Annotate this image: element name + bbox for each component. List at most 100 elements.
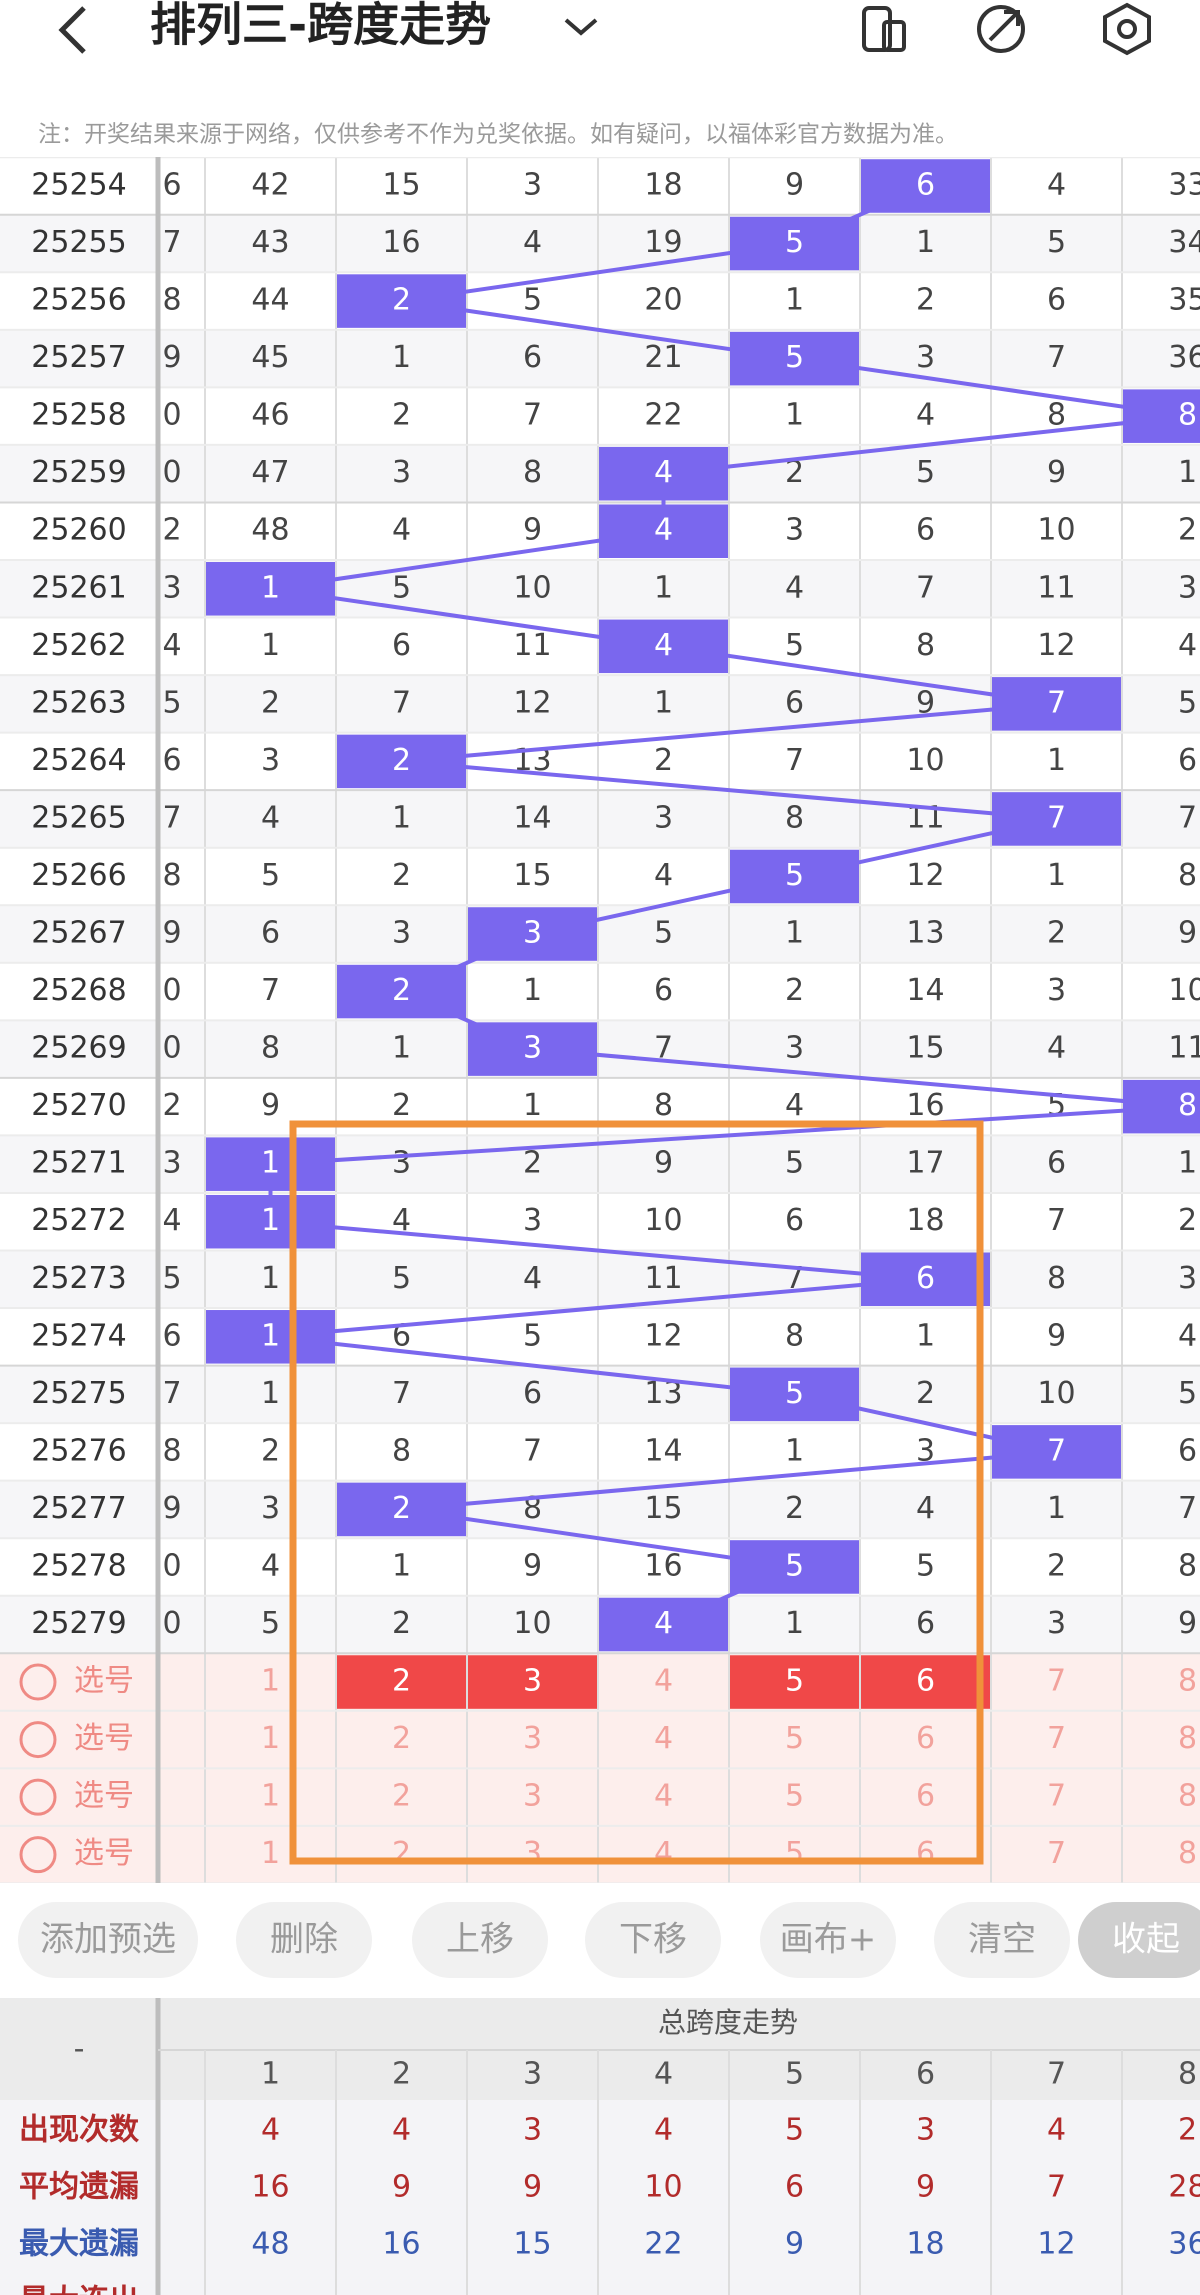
select-radio[interactable] bbox=[19, 1663, 57, 1701]
cell: 8 bbox=[916, 628, 935, 663]
select-label: 选号 bbox=[74, 1664, 134, 1699]
select-cell[interactable]: 3 bbox=[523, 1721, 542, 1756]
select-cell[interactable]: 2 bbox=[392, 1836, 411, 1871]
select-cell[interactable]: 1 bbox=[261, 1836, 280, 1871]
stats-column: 5 bbox=[785, 2057, 804, 2092]
select-cell[interactable]: 4 bbox=[654, 1664, 673, 1699]
select-cell[interactable]: 4 bbox=[654, 1779, 673, 1814]
selected-cell[interactable] bbox=[337, 1655, 466, 1709]
button[interactable]: 画布+ bbox=[780, 1920, 877, 1960]
issue: 25279 bbox=[31, 1606, 126, 1641]
select-cell[interactable]: 8 bbox=[1178, 1664, 1197, 1699]
select-cell[interactable]: 6 bbox=[916, 1836, 935, 1871]
select-cell[interactable]: 3 bbox=[523, 1836, 542, 1871]
select-radio[interactable] bbox=[19, 1721, 57, 1759]
select-cell[interactable]: 8 bbox=[1178, 1836, 1197, 1871]
cell: 16 bbox=[382, 225, 420, 260]
dropdown-icon[interactable] bbox=[564, 18, 598, 36]
select-cell[interactable]: 7 bbox=[1047, 1721, 1066, 1756]
select-cell[interactable]: 6 bbox=[916, 1664, 935, 1699]
select-cell[interactable]: 7 bbox=[1047, 1836, 1066, 1871]
edge-cell: 9 bbox=[162, 916, 181, 951]
selected-cell[interactable] bbox=[468, 1655, 597, 1709]
issue: 25273 bbox=[31, 1261, 126, 1296]
button[interactable]: 上移 bbox=[446, 1920, 514, 1960]
stats-value: 48 bbox=[251, 2227, 289, 2262]
hit-cell bbox=[337, 734, 466, 789]
select-radio[interactable] bbox=[19, 1836, 57, 1874]
select-cell[interactable]: 2 bbox=[392, 1664, 411, 1699]
button[interactable]: 删除 bbox=[270, 1920, 338, 1960]
button[interactable]: 下移 bbox=[619, 1920, 687, 1960]
button[interactable]: 收起 bbox=[1112, 1920, 1180, 1960]
select-cell[interactable]: 8 bbox=[1178, 1721, 1197, 1756]
cell: 11 bbox=[1037, 570, 1075, 605]
select-cell[interactable]: 8 bbox=[1178, 1779, 1197, 1814]
cell: 7 bbox=[654, 1031, 673, 1066]
cell: 1 bbox=[523, 973, 542, 1008]
cell: 42 bbox=[251, 168, 289, 203]
button-bg[interactable] bbox=[236, 1902, 372, 1978]
device-icon[interactable] bbox=[862, 6, 906, 52]
select-cell[interactable]: 7 bbox=[1047, 1664, 1066, 1699]
cell: 13 bbox=[906, 916, 944, 951]
select-cell[interactable]: 5 bbox=[785, 1664, 804, 1699]
button[interactable]: 清空 bbox=[968, 1920, 1036, 1960]
select-cell[interactable]: 2 bbox=[392, 1721, 411, 1756]
select-cell[interactable]: 5 bbox=[785, 1721, 804, 1756]
stats-label: 平均遗漏 bbox=[19, 2170, 139, 2205]
select-cell[interactable]: 3 bbox=[523, 1664, 542, 1699]
cell: 15 bbox=[644, 1491, 682, 1526]
hit-cell bbox=[599, 1597, 728, 1652]
stats-value: 4 bbox=[1047, 2113, 1066, 2148]
edge-cell: 6 bbox=[162, 1318, 181, 1353]
hit-cell bbox=[992, 677, 1121, 731]
button[interactable]: 添加预选 bbox=[40, 1920, 176, 1960]
share-icon[interactable] bbox=[977, 5, 1025, 53]
select-cell[interactable]: 2 bbox=[392, 1779, 411, 1814]
select-row-bg bbox=[0, 1768, 1200, 1826]
hit-number: 5 bbox=[785, 1376, 804, 1411]
cell: 11 bbox=[513, 628, 551, 663]
cell: 4 bbox=[392, 1203, 411, 1238]
select-cell[interactable]: 7 bbox=[1047, 1779, 1066, 1814]
cell: 4 bbox=[785, 570, 804, 605]
select-cell[interactable]: 6 bbox=[916, 1721, 935, 1756]
cell: 3 bbox=[1047, 1606, 1066, 1641]
select-cell[interactable]: 5 bbox=[785, 1779, 804, 1814]
select-radio[interactable] bbox=[19, 1778, 57, 1816]
cell: 4 bbox=[523, 1261, 542, 1296]
select-cell[interactable]: 1 bbox=[261, 1664, 280, 1699]
stats-value: 7 bbox=[1047, 2170, 1066, 2205]
cell: 10 bbox=[1168, 973, 1200, 1008]
button-bg[interactable] bbox=[1078, 1902, 1200, 1978]
settings-icon[interactable] bbox=[1103, 2, 1151, 56]
select-cell[interactable]: 3 bbox=[523, 1779, 542, 1814]
button-bg[interactable] bbox=[934, 1902, 1070, 1978]
select-cell[interactable]: 1 bbox=[261, 1779, 280, 1814]
cell: 8 bbox=[523, 455, 542, 490]
select-cell[interactable]: 6 bbox=[916, 1779, 935, 1814]
select-cell[interactable]: 4 bbox=[654, 1721, 673, 1756]
edge-cell: 8 bbox=[162, 1433, 181, 1468]
button-bg[interactable] bbox=[18, 1902, 198, 1978]
selected-cell[interactable] bbox=[861, 1655, 990, 1709]
cell: 1 bbox=[392, 800, 411, 835]
cell: 8 bbox=[1178, 1548, 1197, 1583]
select-cell[interactable]: 4 bbox=[654, 1836, 673, 1871]
select-cell[interactable]: 1 bbox=[261, 1721, 280, 1756]
back-button[interactable] bbox=[58, 6, 86, 54]
hit-cell bbox=[468, 1022, 597, 1076]
cell: 7 bbox=[392, 685, 411, 720]
selected-cell[interactable] bbox=[730, 1655, 859, 1709]
button-bg[interactable] bbox=[760, 1902, 896, 1978]
cell: 8 bbox=[785, 1318, 804, 1353]
cell: 12 bbox=[644, 1318, 682, 1353]
button-bg[interactable] bbox=[585, 1902, 721, 1978]
cell: 4 bbox=[1047, 1031, 1066, 1066]
button-bg[interactable] bbox=[412, 1902, 548, 1978]
hit-number: 5 bbox=[785, 858, 804, 893]
select-cell[interactable]: 5 bbox=[785, 1836, 804, 1871]
trend-line bbox=[270, 586, 664, 649]
